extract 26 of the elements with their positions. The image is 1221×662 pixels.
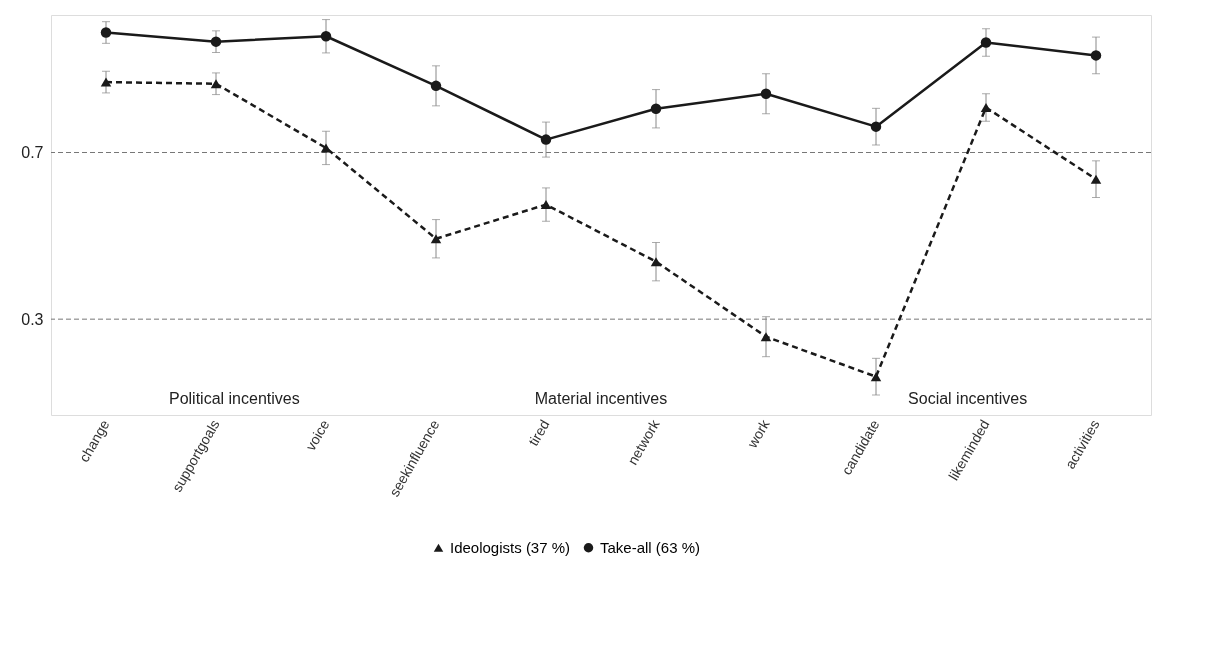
annotation: Material incentives [534, 390, 668, 407]
point [210, 36, 222, 47]
point [980, 37, 992, 48]
point [540, 200, 552, 210]
point [1090, 50, 1102, 61]
y-tick-label: 0.3 [21, 310, 44, 328]
point [760, 332, 772, 342]
y-tick-label: 0.7 [21, 144, 44, 161]
point [870, 121, 882, 132]
point [320, 31, 332, 42]
point [430, 234, 442, 244]
point [430, 80, 442, 92]
point [650, 257, 662, 267]
point [210, 79, 222, 89]
legend-label: Ideologists (37 %) [450, 538, 571, 556]
point [870, 372, 882, 382]
point [540, 134, 552, 145]
point [650, 103, 662, 114]
point [100, 77, 112, 87]
point [760, 88, 772, 99]
point [100, 27, 112, 38]
point [980, 102, 992, 113]
legend-label: Take-all (63 %) [600, 538, 701, 556]
annotation: Social incentives [908, 390, 1028, 407]
annotation: Political incentives [168, 390, 300, 407]
point [1090, 174, 1102, 184]
